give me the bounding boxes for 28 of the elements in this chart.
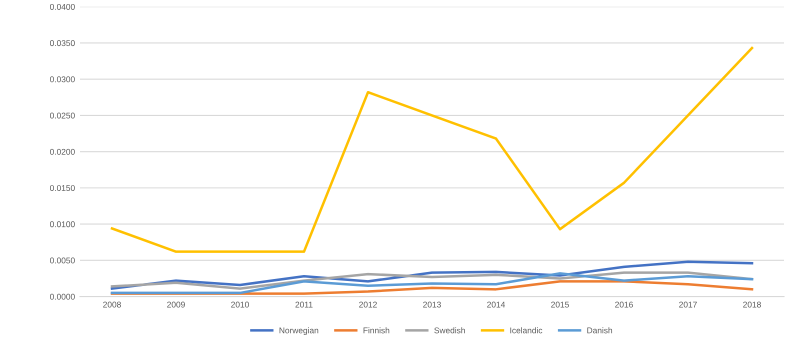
- x-tick-label: 2008: [103, 302, 121, 308]
- legend-label: Icelandic: [510, 327, 542, 334]
- y-tick-label: 0.0250: [50, 112, 75, 119]
- legend-label: Danish: [587, 327, 612, 334]
- x-tick-label: 2015: [551, 302, 569, 308]
- y-tick-label: 0.0350: [50, 40, 75, 46]
- y-tick-label: 0.0200: [50, 148, 75, 155]
- x-tick-label: 2016: [615, 302, 633, 308]
- x-tick-label: 2009: [167, 302, 185, 308]
- legend-label: Finnish: [364, 327, 390, 334]
- y-tick-label: 0.0150: [50, 185, 75, 191]
- y-tick-label: 0.0400: [50, 4, 75, 10]
- y-tick-label: 0.0100: [50, 221, 75, 228]
- y-tick-label: 0.0050: [50, 258, 75, 264]
- y-tick-label: 0.0000: [50, 294, 75, 300]
- x-tick-label: 2017: [679, 302, 697, 308]
- line-series: [110, 271, 754, 290]
- x-tick-label: 2011: [295, 302, 313, 308]
- legend-label: Norwegian: [280, 327, 318, 336]
- line-series: [110, 272, 754, 294]
- line-series: [110, 46, 754, 253]
- x-tick-label: 2018: [743, 302, 761, 308]
- x-tick-label: 2012: [359, 302, 377, 308]
- x-tick-label: 2013: [423, 302, 441, 308]
- x-tick-label: 2010: [231, 302, 249, 308]
- x-tick-label: 2014: [487, 302, 506, 308]
- legend-label: Swedish: [434, 327, 465, 334]
- y-tick-label: 0.0300: [50, 76, 75, 82]
